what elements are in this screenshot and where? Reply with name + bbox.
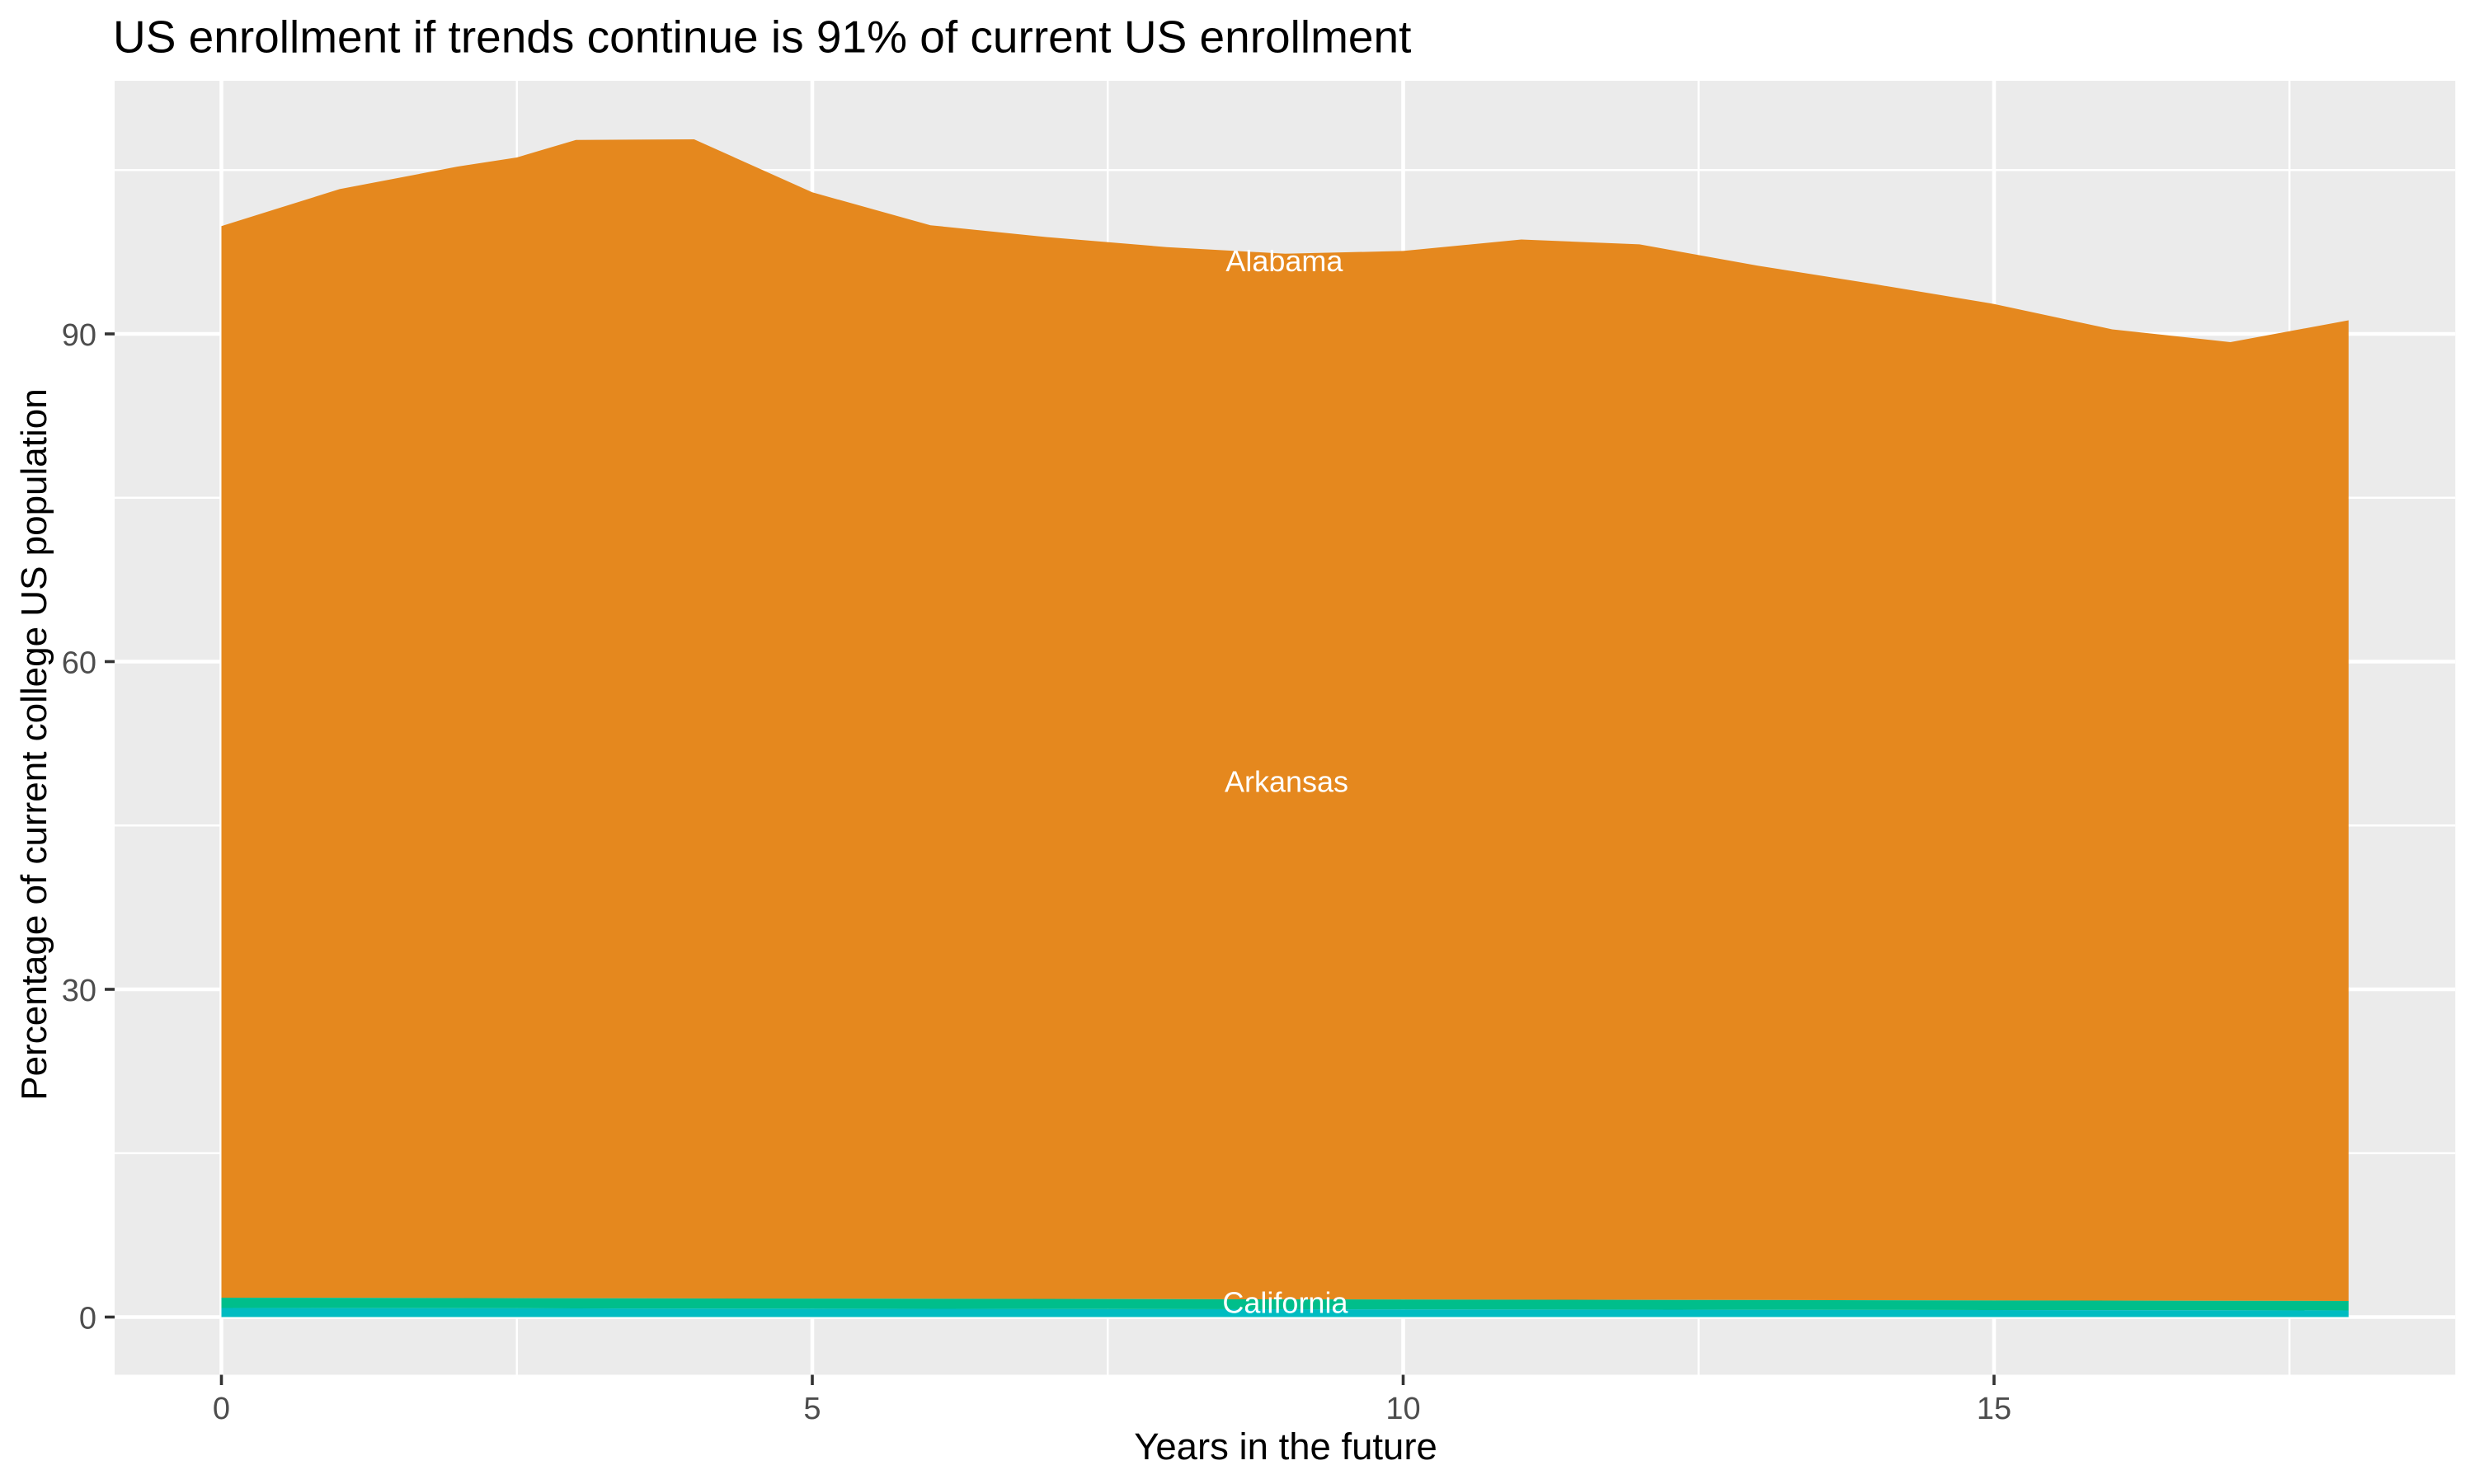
svg-text:10: 10 — [1385, 1392, 1420, 1426]
svg-text:5: 5 — [803, 1392, 821, 1426]
svg-text:0: 0 — [213, 1392, 230, 1426]
svg-text:Alabama: Alabama — [1225, 244, 1343, 278]
svg-text:US enrollment if trends contin: US enrollment if trends continue is 91% … — [113, 12, 1411, 63]
svg-text:15: 15 — [1977, 1392, 2011, 1426]
svg-text:0: 0 — [79, 1302, 96, 1336]
svg-text:60: 60 — [62, 646, 96, 681]
svg-text:Percentage of current college: Percentage of current college US populat… — [14, 388, 54, 1100]
svg-text:Years in the future: Years in the future — [1134, 1425, 1437, 1468]
svg-text:30: 30 — [62, 974, 96, 1008]
svg-text:90: 90 — [62, 318, 96, 353]
svg-text:California: California — [1222, 1286, 1348, 1320]
svg-text:Arkansas: Arkansas — [1225, 765, 1348, 799]
